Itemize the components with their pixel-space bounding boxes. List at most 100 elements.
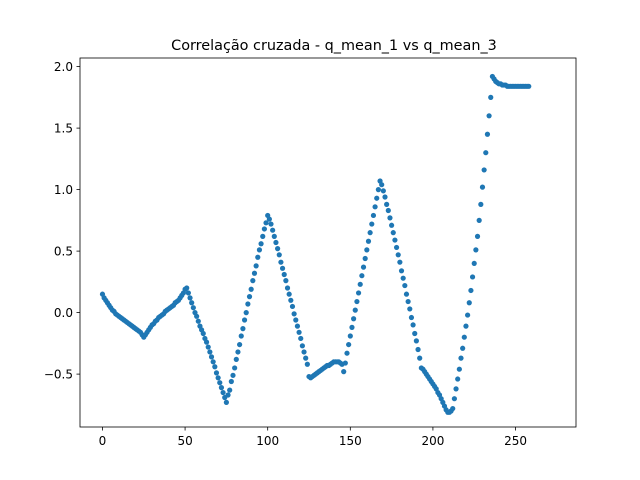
data-point bbox=[261, 226, 267, 232]
data-point bbox=[279, 265, 286, 271]
data-point bbox=[232, 365, 238, 371]
data-point bbox=[382, 194, 388, 200]
data-point bbox=[207, 349, 213, 355]
data-point bbox=[412, 330, 418, 337]
data-point bbox=[380, 188, 386, 194]
data-point bbox=[303, 355, 309, 361]
data-point bbox=[275, 246, 281, 252]
data-point bbox=[227, 387, 233, 393]
data-point bbox=[405, 298, 411, 305]
data-point bbox=[410, 322, 416, 328]
data-point bbox=[185, 290, 191, 296]
data-point bbox=[481, 167, 487, 173]
data-point bbox=[258, 241, 264, 247]
plot-frame bbox=[79, 57, 577, 428]
data-point bbox=[223, 399, 229, 405]
data-point bbox=[203, 339, 210, 345]
data-point bbox=[271, 233, 277, 239]
data-point bbox=[200, 330, 206, 337]
data-point bbox=[255, 254, 261, 260]
data-point bbox=[256, 247, 263, 253]
data-point bbox=[479, 184, 486, 190]
y-tick-label: 1.0 bbox=[54, 183, 73, 197]
data-point bbox=[390, 230, 396, 236]
data-point bbox=[526, 83, 532, 89]
data-point bbox=[474, 233, 481, 239]
data-point bbox=[385, 207, 391, 214]
data-point bbox=[365, 238, 372, 244]
data-point bbox=[461, 334, 467, 340]
data-point bbox=[367, 230, 373, 236]
x-tick-label: 150 bbox=[339, 434, 362, 448]
data-point bbox=[299, 343, 305, 349]
data-point bbox=[468, 287, 474, 294]
data-point bbox=[392, 237, 398, 243]
data-point bbox=[451, 396, 457, 402]
data-point bbox=[210, 359, 216, 365]
data-point bbox=[346, 341, 352, 348]
data-point bbox=[281, 271, 287, 278]
data-point bbox=[408, 314, 415, 321]
data-point bbox=[379, 182, 385, 188]
data-point bbox=[453, 386, 459, 392]
data-point bbox=[233, 356, 239, 362]
data-point bbox=[355, 290, 362, 296]
data-point bbox=[362, 255, 368, 262]
data-point bbox=[415, 346, 421, 353]
y-tick-label: 0.5 bbox=[54, 244, 73, 258]
data-point bbox=[450, 405, 456, 412]
data-point bbox=[189, 300, 195, 306]
data-point bbox=[400, 275, 406, 281]
data-point bbox=[195, 318, 201, 324]
data-point bbox=[372, 204, 378, 210]
data-point bbox=[402, 282, 408, 289]
data-point bbox=[253, 263, 259, 269]
data-point bbox=[289, 303, 296, 310]
data-point bbox=[476, 217, 482, 223]
data-point bbox=[250, 278, 256, 284]
data-point bbox=[220, 389, 226, 396]
y-tick-label: 1.5 bbox=[54, 121, 73, 135]
data-point bbox=[483, 150, 489, 156]
data-point bbox=[218, 385, 225, 391]
data-point bbox=[413, 338, 419, 344]
data-point bbox=[268, 221, 274, 227]
data-point bbox=[357, 281, 363, 287]
data-point bbox=[294, 323, 301, 329]
data-point bbox=[349, 324, 355, 330]
data-point bbox=[286, 291, 292, 297]
data-point bbox=[344, 350, 350, 356]
data-point bbox=[293, 317, 299, 323]
y-tick-label: 0.0 bbox=[54, 306, 73, 320]
data-point bbox=[194, 313, 200, 319]
data-point bbox=[184, 285, 190, 291]
data-point bbox=[243, 310, 249, 316]
data-point bbox=[417, 355, 423, 361]
data-point bbox=[473, 247, 479, 253]
data-point bbox=[359, 273, 365, 279]
data-point bbox=[398, 268, 405, 274]
data-point bbox=[465, 312, 471, 318]
data-point bbox=[205, 344, 211, 350]
y-tick-label: −0.5 bbox=[44, 367, 73, 381]
data-point bbox=[397, 259, 403, 265]
data-points bbox=[99, 73, 532, 415]
data-point bbox=[298, 335, 304, 342]
data-point bbox=[304, 361, 310, 367]
data-point bbox=[375, 187, 381, 193]
data-point bbox=[241, 317, 248, 323]
data-point bbox=[352, 307, 358, 313]
data-point bbox=[469, 274, 476, 280]
data-point bbox=[230, 372, 236, 378]
data-point bbox=[471, 260, 477, 267]
data-point bbox=[456, 366, 462, 372]
chart-title: Correlação cruzada - q_mean_1 vs q_mean_… bbox=[171, 38, 497, 54]
data-point bbox=[296, 329, 302, 335]
y-tick-label: 2.0 bbox=[54, 60, 73, 74]
data-point bbox=[237, 341, 243, 348]
data-point bbox=[460, 345, 466, 351]
data-point bbox=[458, 355, 464, 361]
data-point bbox=[240, 326, 246, 332]
data-point bbox=[208, 354, 215, 360]
